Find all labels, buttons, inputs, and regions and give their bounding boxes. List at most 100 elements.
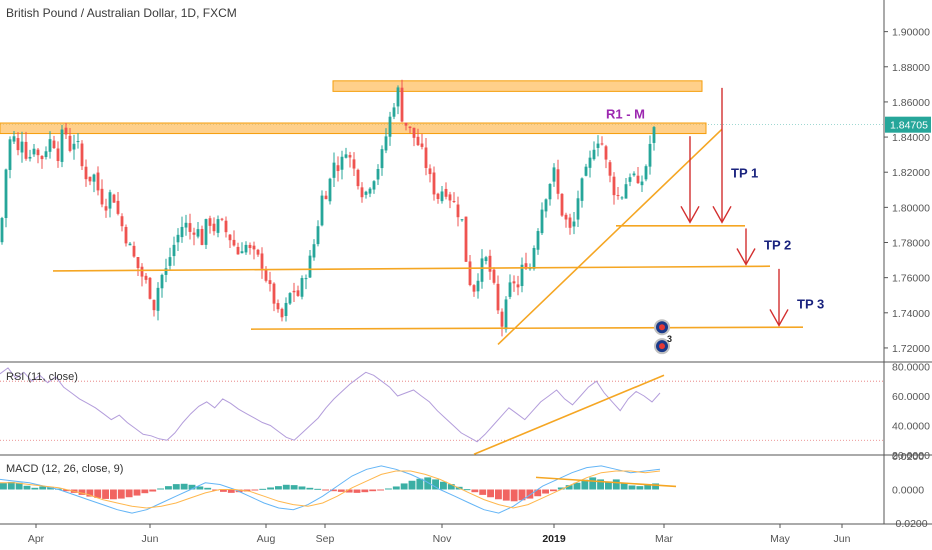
price-tick-label: 1.82000 xyxy=(892,167,930,179)
candle-body xyxy=(588,157,592,168)
candle-body xyxy=(244,244,248,253)
candle-body xyxy=(112,194,116,203)
candle-body xyxy=(388,116,392,137)
rsi-line xyxy=(0,367,661,443)
candle-body xyxy=(504,299,508,330)
candle-body xyxy=(356,169,360,187)
candle-body xyxy=(396,87,400,107)
candle-body xyxy=(176,234,180,243)
candle-body xyxy=(568,217,572,228)
candle-body xyxy=(284,302,288,316)
candle-body xyxy=(424,147,428,168)
candle-body xyxy=(308,255,312,278)
candle-body xyxy=(608,162,612,176)
candle-body xyxy=(324,195,328,200)
candle-body xyxy=(640,181,644,186)
macd-histogram-bar xyxy=(275,486,282,490)
time-axis[interactable]: Apr Jun Aug Sep Nov 2019 Mar May Jun xyxy=(28,524,851,545)
candle-body xyxy=(452,201,456,203)
candle-body xyxy=(184,222,188,228)
candle-body xyxy=(64,127,68,135)
candle-body xyxy=(612,176,616,196)
macd-histogram-bar xyxy=(597,479,604,490)
candle-body xyxy=(532,247,536,269)
macd-histogram-bar xyxy=(392,486,400,490)
candle-body xyxy=(152,299,156,311)
time-tick-label: May xyxy=(770,533,791,545)
macd-histogram-bar xyxy=(306,487,314,490)
candle-body xyxy=(624,184,628,199)
candle-body xyxy=(264,269,268,281)
macd-histogram-bar xyxy=(125,489,133,498)
target-arrow-head xyxy=(680,205,700,224)
annotations: R1 - M TP 1 TP 2 TP 3 xyxy=(606,107,824,312)
chart-title: British Pound / Australian Dollar, 1D, F… xyxy=(6,6,237,20)
candle-body xyxy=(52,140,56,149)
candle-body xyxy=(460,219,464,221)
candle-body xyxy=(4,169,8,219)
time-tick-label: Aug xyxy=(257,533,276,545)
target-arrow-head xyxy=(736,248,756,266)
candle-body xyxy=(120,216,124,227)
supply-zones xyxy=(0,80,707,135)
candle-body xyxy=(556,169,560,194)
event-count: 3 xyxy=(667,334,672,344)
macd-histogram-bar xyxy=(479,489,487,495)
candle-body xyxy=(96,172,100,191)
time-tick-label: Nov xyxy=(433,533,452,545)
macd-histogram-bar xyxy=(361,489,369,493)
candle-body xyxy=(272,283,276,304)
price-axis[interactable]: 1.90000 1.88000 1.86000 1.84000 1.82000 1.800… xyxy=(884,27,931,531)
candle-body xyxy=(72,143,76,150)
candle-body xyxy=(636,175,640,184)
candle-body xyxy=(420,143,424,147)
last-price-tag xyxy=(885,116,931,133)
candle-body xyxy=(84,166,88,180)
event-badges[interactable]: 3 xyxy=(654,319,672,355)
candle-body xyxy=(404,122,408,126)
candle-body xyxy=(444,188,448,197)
macd-histogram-bar xyxy=(644,484,652,490)
candlesticks xyxy=(0,79,656,337)
candle-body xyxy=(548,184,552,200)
price-tick-label: 1.76000 xyxy=(892,273,930,285)
candle-body xyxy=(436,193,440,199)
macd-histogram-bar xyxy=(78,489,86,495)
macd-histogram-bar xyxy=(557,487,565,490)
candle-body xyxy=(56,148,60,162)
macd-tick-label: -0.0200 xyxy=(892,518,928,530)
candle-body xyxy=(156,287,160,311)
candle-body xyxy=(220,218,224,220)
candle-body xyxy=(380,149,384,169)
macd-histogram-bar xyxy=(416,478,424,490)
macd-histogram-bar xyxy=(39,486,47,490)
candle-body xyxy=(480,258,484,282)
price-tick-label: 1.86000 xyxy=(892,97,930,109)
candle-body xyxy=(536,231,540,250)
event-flag-dot xyxy=(659,343,665,350)
macd-histogram-bar xyxy=(565,485,573,490)
macd-histogram-bar xyxy=(165,486,172,490)
macd-histogram-bar xyxy=(542,489,549,494)
macd-histogram-bar xyxy=(550,489,557,492)
macd-histogram-bar xyxy=(424,477,432,490)
price-tick-label: 1.88000 xyxy=(892,62,930,74)
macd-histogram-bar xyxy=(259,488,267,490)
macd-histogram-bar xyxy=(534,489,542,497)
candle-body xyxy=(260,253,264,269)
candle-body xyxy=(564,214,568,220)
candle-body xyxy=(552,167,556,182)
candle-body xyxy=(328,178,332,202)
trend-lines xyxy=(52,128,804,346)
candle-body xyxy=(188,223,192,232)
candle-body xyxy=(40,155,44,160)
price-tick-label: 1.84000 xyxy=(892,132,930,144)
candle-body xyxy=(584,166,588,176)
macd-histogram-bar xyxy=(86,489,94,497)
candle-body xyxy=(372,181,376,190)
candle-body xyxy=(412,127,416,138)
candle-body xyxy=(560,193,564,216)
last-price-label: 1.84705 xyxy=(890,120,928,132)
macd-histogram-bar xyxy=(62,489,70,492)
candle-body xyxy=(352,159,356,169)
